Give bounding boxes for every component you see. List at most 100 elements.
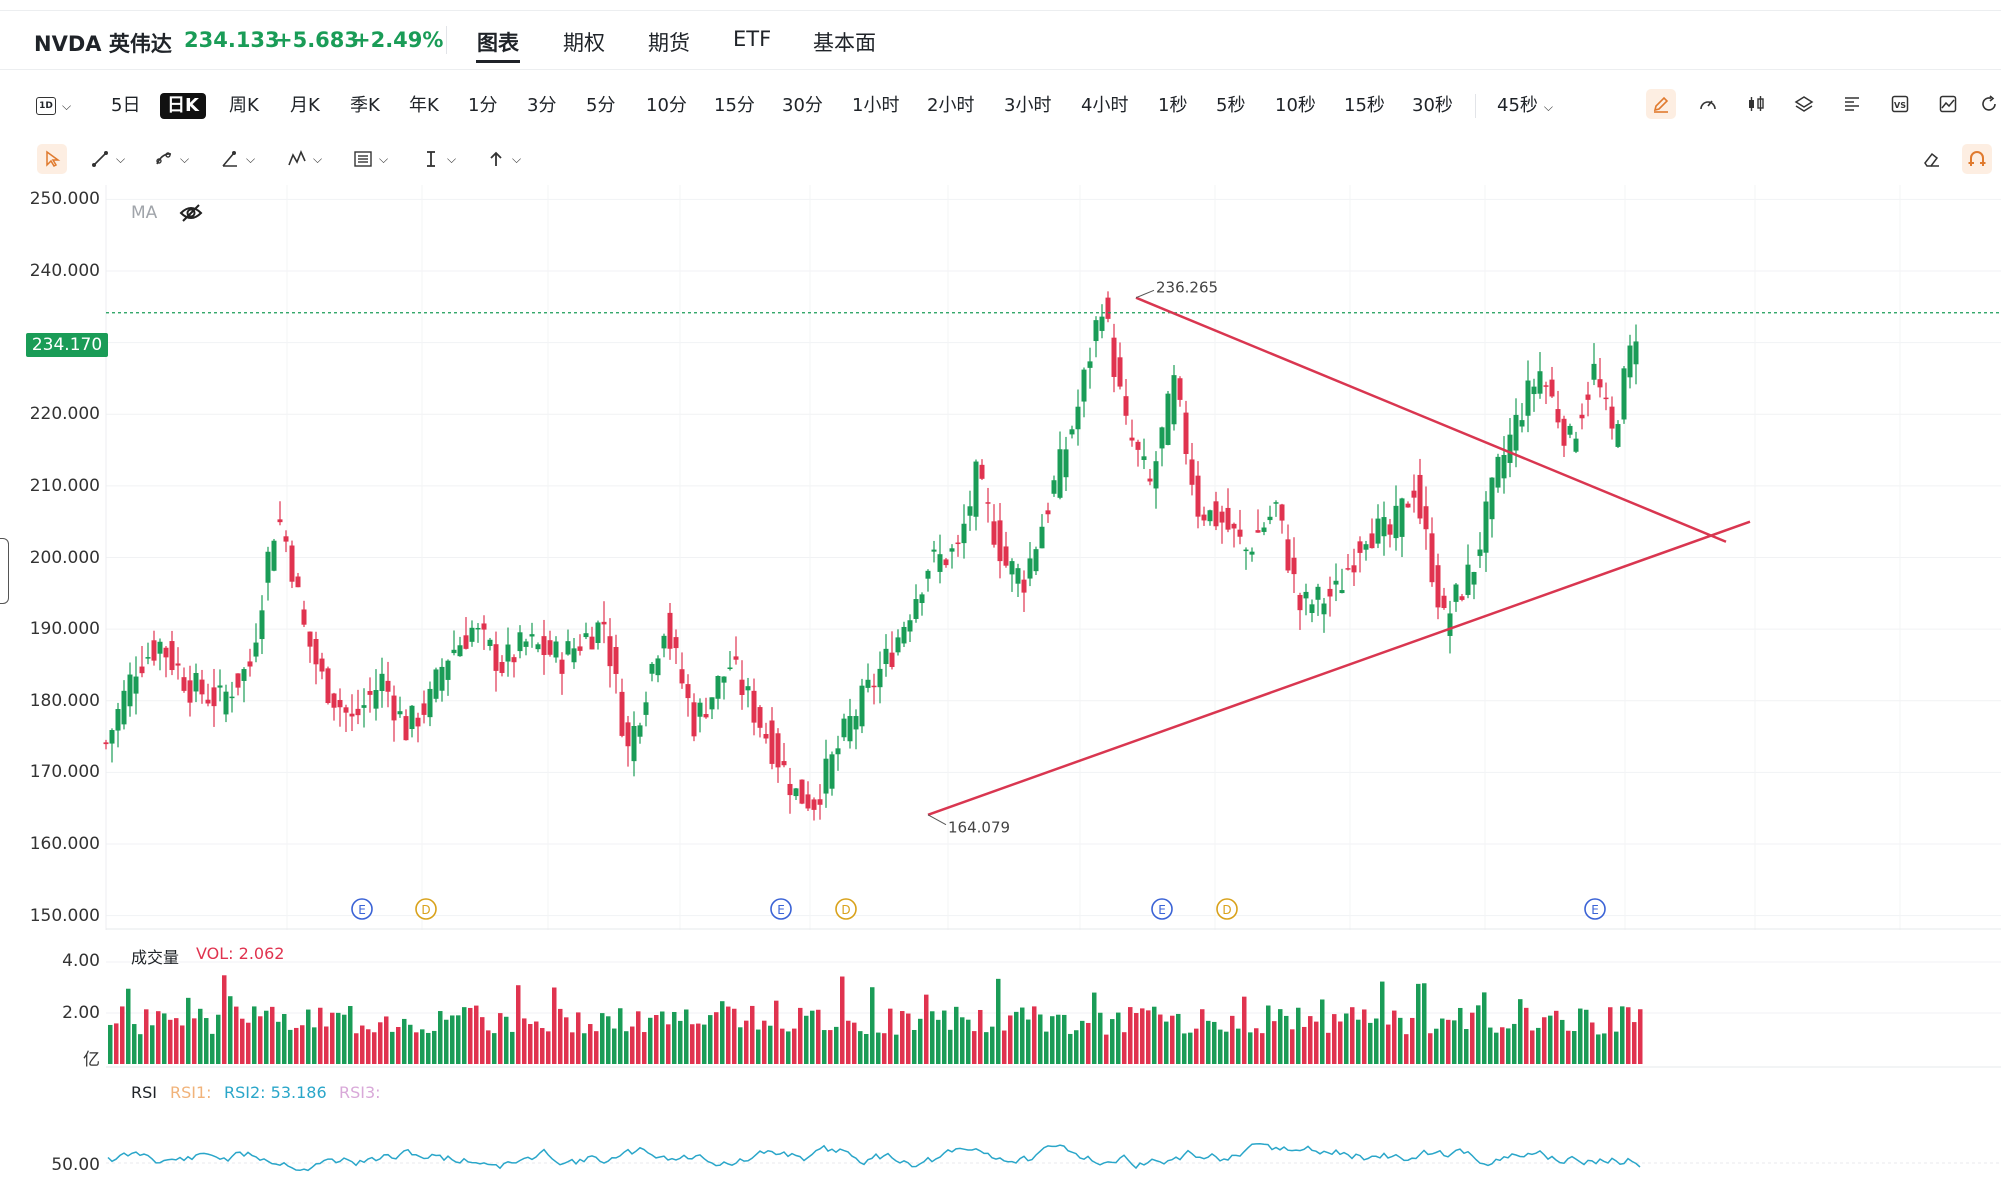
- timeframe-20[interactable]: 30秒: [1412, 95, 1453, 116]
- timeframe-0[interactable]: 5日: [111, 95, 141, 116]
- candle-body: [1291, 557, 1297, 575]
- candle-body: [643, 702, 649, 715]
- volume-title: 成交量: [131, 948, 180, 967]
- gauge-icon[interactable]: [1693, 89, 1723, 119]
- timeframe-16[interactable]: 1秒: [1158, 95, 1188, 116]
- candle-body: [775, 733, 781, 768]
- candle-body: [1345, 568, 1351, 570]
- timeframe-13[interactable]: 2小时: [927, 95, 975, 116]
- candle-body: [1183, 412, 1189, 454]
- candle-body: [229, 696, 235, 699]
- timeframe-5[interactable]: 年K: [409, 95, 439, 116]
- rsi-chart[interactable]: [0, 1068, 2001, 1203]
- tab-futures[interactable]: 期货: [648, 31, 690, 55]
- magnet-icon[interactable]: [1962, 144, 1992, 174]
- candle-body: [871, 685, 877, 688]
- cursor-icon[interactable]: [37, 144, 67, 174]
- candle-body: [433, 669, 439, 699]
- volume-bar: [1086, 1022, 1091, 1064]
- pattern-tool[interactable]: ⌵: [287, 144, 322, 174]
- more-timeframe-dropdown[interactable]: 45秒 ⌵: [1497, 93, 1553, 119]
- timeframe-3[interactable]: 月K: [290, 95, 320, 116]
- tab-options[interactable]: 期权: [563, 31, 605, 55]
- svg-text:E: E: [358, 903, 366, 917]
- volume-bar: [318, 1007, 323, 1064]
- eye-off-icon[interactable]: [178, 200, 204, 226]
- candle-body: [1537, 371, 1543, 394]
- earnings-marker[interactable]: E: [770, 898, 792, 920]
- ma-indicator-label[interactable]: MA: [131, 203, 158, 223]
- timeframe-11[interactable]: 30分: [782, 95, 823, 116]
- side-panel-handle[interactable]: [0, 538, 9, 604]
- volume-bar: [1320, 999, 1325, 1064]
- candle-body: [181, 677, 187, 691]
- timeframe-18[interactable]: 10秒: [1275, 95, 1316, 116]
- volume-bar: [756, 1029, 761, 1064]
- earnings-marker[interactable]: E: [1151, 898, 1173, 920]
- volume-bar: [528, 1024, 533, 1064]
- dividend-marker[interactable]: D: [835, 898, 857, 920]
- candle-body: [817, 799, 823, 805]
- pencil-icon[interactable]: [1646, 89, 1676, 119]
- timeframe-6[interactable]: 1分: [468, 95, 498, 116]
- candle-body: [1369, 533, 1375, 549]
- timeframe-2[interactable]: 周K: [229, 95, 259, 116]
- volume-bar: [1122, 1032, 1127, 1064]
- candle-body: [1423, 506, 1429, 530]
- timeframe-1[interactable]: 日K: [160, 93, 206, 119]
- candle-body: [517, 632, 523, 652]
- volume-bar: [1278, 1009, 1283, 1064]
- timeframe-17[interactable]: 5秒: [1216, 95, 1246, 116]
- volume-chart[interactable]: [0, 930, 2001, 1070]
- candle-body: [889, 652, 895, 667]
- channel-tool[interactable]: ⌵: [353, 144, 388, 174]
- text-tool[interactable]: ⌵: [421, 144, 456, 174]
- line-tool[interactable]: ⌵: [90, 144, 125, 174]
- refresh-icon[interactable]: [1978, 89, 2000, 119]
- timeframe-15[interactable]: 4小时: [1081, 95, 1129, 116]
- tab-chart[interactable]: 图表: [477, 31, 519, 55]
- price-chart[interactable]: 236.265 164.079 E D E D E D E: [0, 185, 2001, 930]
- candle-body: [1351, 565, 1357, 573]
- candle-body: [1081, 369, 1087, 402]
- vs-icon[interactable]: VS: [1885, 89, 1915, 119]
- dividend-marker[interactable]: D: [415, 898, 437, 920]
- volume-bar: [240, 1018, 245, 1064]
- volume-bar: [312, 1027, 317, 1064]
- angle-tool[interactable]: ⌵: [220, 144, 255, 174]
- tab-fundamentals[interactable]: 基本面: [813, 31, 876, 55]
- arrow-tool[interactable]: ⌵: [486, 144, 521, 174]
- volume-bar: [420, 1029, 425, 1064]
- fib-tool[interactable]: ⌵: [154, 144, 189, 174]
- tab-etf[interactable]: ETF: [733, 27, 772, 51]
- chart-line-icon[interactable]: [1933, 89, 1963, 119]
- eraser-icon[interactable]: [1917, 144, 1947, 174]
- candle-body: [1387, 524, 1393, 535]
- earnings-marker[interactable]: E: [1584, 898, 1606, 920]
- volume-bar: [642, 1032, 647, 1064]
- timeframe-8[interactable]: 5分: [586, 95, 616, 116]
- timeframe-19[interactable]: 15秒: [1344, 95, 1385, 116]
- volume-bar: [564, 1017, 569, 1064]
- period-selector[interactable]: 1D ⌵: [36, 93, 71, 119]
- candle-body: [1621, 368, 1627, 420]
- volume-bar: [162, 1013, 167, 1064]
- timeframe-4[interactable]: 季K: [350, 95, 380, 116]
- volume-bar: [504, 1016, 509, 1064]
- earnings-marker[interactable]: E: [351, 898, 373, 920]
- volume-bar: [1488, 1027, 1493, 1064]
- layers-icon[interactable]: [1789, 89, 1819, 119]
- align-icon[interactable]: [1837, 89, 1867, 119]
- candle-body: [595, 622, 601, 644]
- timeframe-12[interactable]: 1小时: [852, 95, 900, 116]
- timeframe-14[interactable]: 3小时: [1004, 95, 1052, 116]
- timeframe-7[interactable]: 3分: [527, 95, 557, 116]
- timeframe-9[interactable]: 10分: [646, 95, 687, 116]
- volume-bar: [558, 1008, 563, 1064]
- candlestick-icon[interactable]: [1741, 89, 1771, 119]
- timeframe-10[interactable]: 15分: [714, 95, 755, 116]
- candle-body: [1405, 503, 1411, 508]
- dividend-marker[interactable]: D: [1216, 898, 1238, 920]
- candle-body: [271, 540, 277, 571]
- volume-bar: [444, 1019, 449, 1064]
